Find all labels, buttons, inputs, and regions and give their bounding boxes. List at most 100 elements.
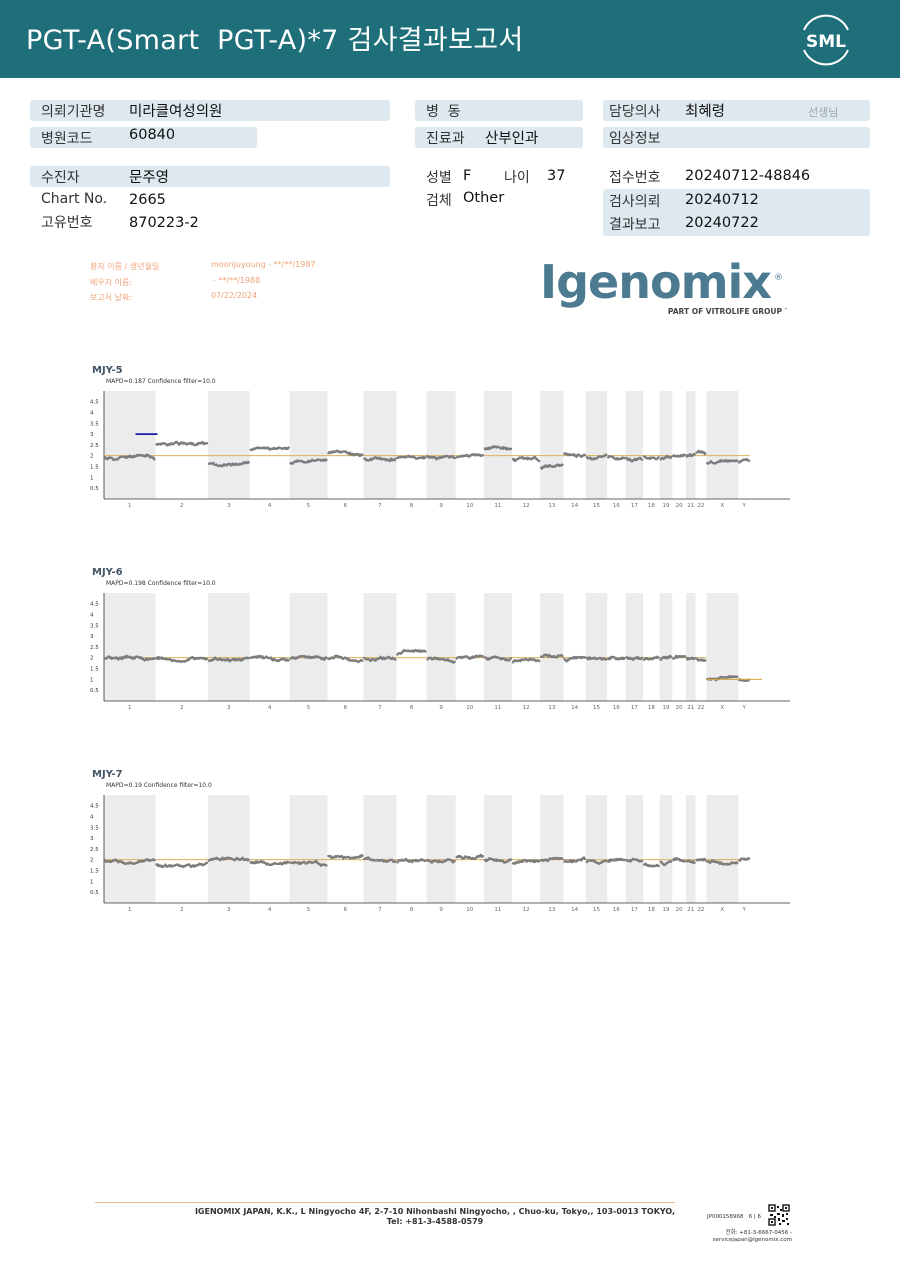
y-tick-label: 2 bbox=[90, 656, 94, 662]
chromosome-band bbox=[363, 391, 397, 499]
data-point bbox=[287, 659, 290, 662]
stamp-date-value: 07/22/2024 bbox=[211, 291, 258, 300]
report-header: PGT-A(Smart PGT-A)*7 검사결과보고서 SML bbox=[0, 0, 900, 78]
x-tick-label: 17 bbox=[631, 907, 638, 913]
x-tick-label: 22 bbox=[697, 907, 704, 913]
data-point bbox=[575, 455, 579, 458]
data-point bbox=[361, 854, 364, 858]
data-point bbox=[247, 858, 250, 861]
chromosome-points-8 bbox=[396, 858, 427, 864]
chromosome-points-21 bbox=[685, 452, 696, 458]
data-point bbox=[241, 856, 244, 859]
stamp-partner-label: 배우자 이름: bbox=[90, 278, 133, 287]
data-point bbox=[453, 660, 456, 664]
chromosome-band bbox=[659, 593, 673, 701]
x-tick-label: X bbox=[720, 705, 724, 711]
data-point bbox=[329, 854, 332, 858]
x-tick-label: 20 bbox=[676, 907, 683, 913]
chromosome-band bbox=[659, 391, 673, 499]
x-tick-label: 2 bbox=[180, 503, 184, 509]
data-point bbox=[693, 656, 696, 660]
x-tick-label: 7 bbox=[378, 907, 382, 913]
x-tick-label: 13 bbox=[548, 705, 555, 711]
hospital-code-value: 60840 bbox=[129, 127, 176, 143]
x-tick-label: 10 bbox=[466, 503, 473, 509]
chromosome-band bbox=[104, 795, 156, 903]
sex-value: F bbox=[463, 168, 472, 184]
data-point bbox=[537, 659, 541, 663]
clinical-label: 임상정보 bbox=[609, 131, 661, 147]
request-label: 검사의뢰 bbox=[609, 194, 661, 210]
x-tick-label: 9 bbox=[439, 503, 443, 509]
y-tick-label: 1 bbox=[90, 879, 94, 885]
data-point bbox=[453, 456, 456, 460]
stamp-patient-label: 환자 이름 / 생년월일 bbox=[90, 262, 160, 271]
x-tick-label: 10 bbox=[466, 907, 473, 913]
chromosome-points-4 bbox=[249, 446, 290, 452]
y-tick-label: 3 bbox=[90, 432, 94, 438]
chromosome-points-14 bbox=[563, 451, 587, 458]
chromosome-points-6 bbox=[327, 449, 364, 458]
hospital-code-row bbox=[30, 127, 257, 148]
stamp-patient-value: moonjuyoung - **/**/1987 bbox=[211, 260, 316, 269]
department-label: 진료과 bbox=[426, 131, 465, 147]
x-tick-label: 16 bbox=[613, 705, 620, 711]
x-tick-label: 11 bbox=[494, 907, 501, 913]
chromosome-points-1 bbox=[103, 453, 156, 462]
data-point bbox=[205, 861, 209, 864]
chromosome-points-2 bbox=[155, 861, 209, 869]
x-tick-label: 20 bbox=[676, 503, 683, 509]
x-tick-label: 1 bbox=[128, 907, 132, 913]
cnv-plot: 4.543.532.521.510.51 2 3 4 5 6 7 8 9 10 11 12 13 14 15… bbox=[90, 795, 790, 913]
x-tick-label: 12 bbox=[523, 503, 530, 509]
chromosome-points-15 bbox=[585, 859, 608, 866]
sml-logo-text: SML bbox=[806, 32, 846, 52]
data-point bbox=[537, 459, 541, 463]
report-label: 결과보고 bbox=[609, 217, 661, 233]
x-tick-label: 12 bbox=[523, 705, 530, 711]
chromosome-band bbox=[104, 593, 156, 701]
chromosome-points-9 bbox=[426, 454, 456, 461]
data-point bbox=[561, 463, 564, 467]
chromosome-points-14 bbox=[563, 856, 587, 864]
x-tick-label: 4 bbox=[268, 907, 272, 913]
x-tick-label: 13 bbox=[548, 907, 555, 913]
chromosome-points-11 bbox=[483, 655, 513, 662]
x-tick-label: 1 bbox=[128, 705, 132, 711]
chromosome-band bbox=[483, 795, 512, 903]
x-tick-label: 12 bbox=[523, 907, 530, 913]
data-point bbox=[153, 657, 156, 660]
data-point bbox=[657, 456, 660, 459]
chromosome-band bbox=[625, 391, 644, 499]
chromosome-points-18 bbox=[642, 655, 660, 662]
x-tick-label: 8 bbox=[410, 705, 414, 711]
data-point bbox=[325, 459, 328, 462]
data-point bbox=[361, 453, 364, 456]
y-tick-label: 0.5 bbox=[90, 688, 99, 694]
x-tick-label: 22 bbox=[697, 705, 704, 711]
cnv-plot: 4.543.532.521.510.51 2 3 4 5 6 7 8 9 10 11 12 13 14 15… bbox=[90, 391, 790, 509]
chromosome-points-17 bbox=[625, 655, 644, 661]
department-row bbox=[415, 127, 583, 148]
x-tick-label: Y bbox=[741, 503, 746, 509]
hospital-code-label: 병원코드 bbox=[41, 131, 93, 147]
chromosome-points-3 bbox=[207, 856, 250, 862]
patient-value: 문주영 bbox=[129, 170, 170, 186]
chromosome-band bbox=[659, 795, 673, 903]
data-point bbox=[683, 453, 687, 457]
data-point bbox=[670, 655, 673, 659]
y-tick-label: 3.5 bbox=[90, 825, 99, 831]
data-point bbox=[670, 455, 673, 459]
age-value: 37 bbox=[547, 168, 566, 184]
chromosome-points-22 bbox=[695, 857, 707, 862]
chromosome-points-16 bbox=[607, 655, 626, 661]
chromosome-band bbox=[426, 391, 456, 499]
x-tick-label: 14 bbox=[571, 705, 578, 711]
chromosome-points-2 bbox=[155, 655, 209, 664]
chromosome-band bbox=[104, 391, 156, 499]
chromosome-points-12 bbox=[511, 657, 541, 664]
report-value: 20240722 bbox=[685, 215, 759, 231]
y-tick-label: 4.5 bbox=[90, 602, 99, 608]
chromosome-band bbox=[426, 593, 456, 701]
x-tick-label: Y bbox=[741, 705, 746, 711]
